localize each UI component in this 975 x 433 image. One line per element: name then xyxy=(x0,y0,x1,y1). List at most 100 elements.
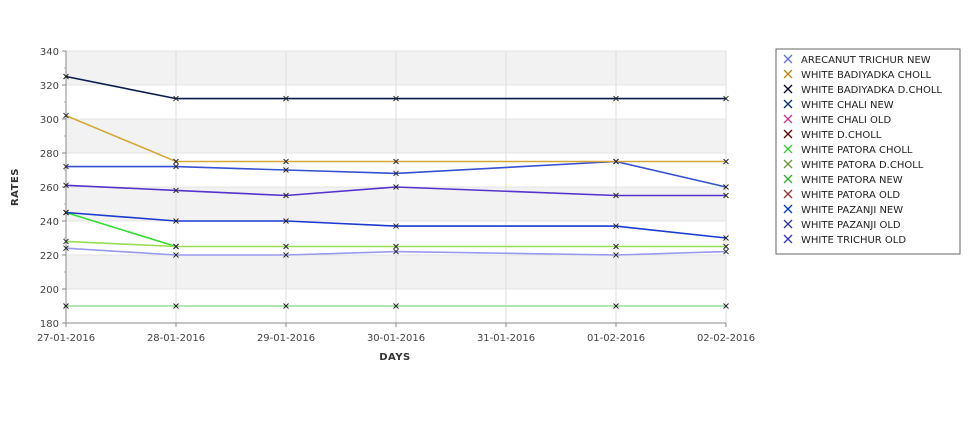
y-tick-label: 220 xyxy=(40,251,59,262)
legend-label: WHITE BADIYADKA D.CHOLL xyxy=(801,85,942,96)
y-tick-label: 200 xyxy=(40,285,59,296)
legend-label: WHITE CHALI OLD xyxy=(801,115,891,126)
data-point-marker xyxy=(283,167,289,173)
legend: ARECANUT TRICHUR NEW WHITE BADIYADKA CHOL… xyxy=(775,48,961,255)
data-point-marker xyxy=(723,95,729,102)
legend-marker-icon xyxy=(783,234,793,244)
x-axis-title: DAYS xyxy=(379,352,411,363)
data-point-marker xyxy=(63,209,69,216)
data-point-marker xyxy=(393,223,399,229)
y-tick-label: 180 xyxy=(40,319,59,330)
y-axis-title: RATES xyxy=(10,168,21,206)
data-point-marker xyxy=(63,238,69,245)
x-tick-label: 30-01-2016 xyxy=(367,333,425,344)
series-line xyxy=(65,211,727,239)
y-tick-label: 340 xyxy=(40,47,59,58)
data-point-marker xyxy=(723,184,729,190)
legend-label: WHITE D.CHOLL xyxy=(801,130,882,141)
legend-marker-icon xyxy=(783,174,793,184)
data-point-marker xyxy=(283,158,289,165)
data-point-marker xyxy=(613,223,619,229)
y-tick-label: 240 xyxy=(40,217,59,228)
legend-item: WHITE PATORA NEW xyxy=(783,174,903,186)
series-line xyxy=(66,160,727,188)
series-line xyxy=(65,247,727,256)
legend-item: WHITE BADIYADKA D.CHOLL xyxy=(783,84,942,96)
data-point-marker xyxy=(393,303,399,309)
legend-label: WHITE PAZANJI OLD xyxy=(801,220,901,231)
legend-marker-icon xyxy=(783,129,793,139)
legend-label: WHITE BADIYADKA CHOLL xyxy=(801,70,932,81)
legend-marker-icon xyxy=(783,189,793,199)
data-point-marker xyxy=(63,245,69,252)
data-point-marker xyxy=(173,187,179,194)
data-point-marker xyxy=(283,243,289,250)
x-tick-label: 01-02-2016 xyxy=(587,333,645,344)
data-point-marker xyxy=(613,243,619,250)
legend-marker-icon xyxy=(783,219,793,229)
legend-item: WHITE PATORA OLD xyxy=(783,189,900,201)
legend-item: WHITE TRICHUR OLD xyxy=(783,234,906,246)
data-point-marker xyxy=(723,158,729,165)
legend-marker-icon xyxy=(783,144,793,154)
data-point-marker xyxy=(393,243,399,250)
x-tick-label: 28-01-2016 xyxy=(147,333,205,344)
data-point-marker xyxy=(723,303,729,309)
data-point-marker xyxy=(393,158,399,165)
legend-item: ARECANUT TRICHUR NEW xyxy=(783,54,931,66)
legend-marker-icon xyxy=(783,114,793,124)
legend-item: WHITE CHALI NEW xyxy=(783,99,894,111)
legend-item: WHITE PAZANJI NEW xyxy=(783,204,903,216)
data-point-marker xyxy=(723,235,729,241)
data-point-marker xyxy=(613,95,619,102)
legend-label: ARECANUT TRICHUR NEW xyxy=(801,55,931,66)
data-point-marker xyxy=(723,248,729,255)
legend-label: WHITE TRICHUR OLD xyxy=(801,235,906,246)
legend-item: WHITE PAZANJI OLD xyxy=(783,219,901,231)
series-line xyxy=(65,211,177,248)
data-point-marker xyxy=(283,95,289,102)
series-lines xyxy=(65,75,727,307)
legend-marker-icon xyxy=(783,204,793,214)
legend-box xyxy=(775,48,961,255)
legend-label: WHITE CHALI NEW xyxy=(801,100,894,111)
y-tick-label: 280 xyxy=(40,149,59,160)
data-point-marker xyxy=(283,252,289,258)
x-tick-label: 31-01-2016 xyxy=(477,333,535,344)
data-point-marker xyxy=(63,163,69,170)
x-tick-label: 27-01-2016 xyxy=(37,333,95,344)
series-line xyxy=(65,240,726,248)
data-point-marker xyxy=(613,158,619,165)
data-point-marker xyxy=(173,163,179,170)
data-point-marker xyxy=(173,218,179,224)
legend-marker-icon xyxy=(783,69,793,79)
legend-marker-icon xyxy=(783,84,793,94)
legend-item: WHITE BADIYADKA CHOLL xyxy=(783,69,932,81)
data-point-marker xyxy=(173,158,179,165)
legend-marker-icon xyxy=(783,99,793,109)
data-point-marker xyxy=(283,192,289,199)
data-point-marker xyxy=(393,170,399,177)
legend-marker-icon xyxy=(783,159,793,169)
data-point-marker xyxy=(63,182,69,189)
legend-item: WHITE CHALI OLD xyxy=(783,114,891,126)
y-tick-label: 260 xyxy=(40,183,59,194)
legend-item: WHITE PATORA CHOLL xyxy=(783,144,913,156)
data-point-marker xyxy=(283,218,289,224)
y-tick-label: 320 xyxy=(40,81,59,92)
series-line xyxy=(65,114,726,163)
data-point-marker xyxy=(173,303,179,309)
data-point-marker xyxy=(173,243,179,250)
legend-item: WHITE D.CHOLL xyxy=(783,129,882,141)
series-markers xyxy=(63,73,729,309)
data-point-marker xyxy=(173,95,179,102)
y-tick-label: 300 xyxy=(40,115,59,126)
data-point-marker xyxy=(173,252,179,258)
x-axis-ticks: 27-01-2016 28-01-2016 29-01-2016 30-01-2016… xyxy=(37,323,755,344)
data-point-marker xyxy=(723,243,729,250)
legend-marker-icon xyxy=(783,54,793,64)
data-point-marker xyxy=(63,73,69,80)
data-point-marker xyxy=(393,248,399,255)
